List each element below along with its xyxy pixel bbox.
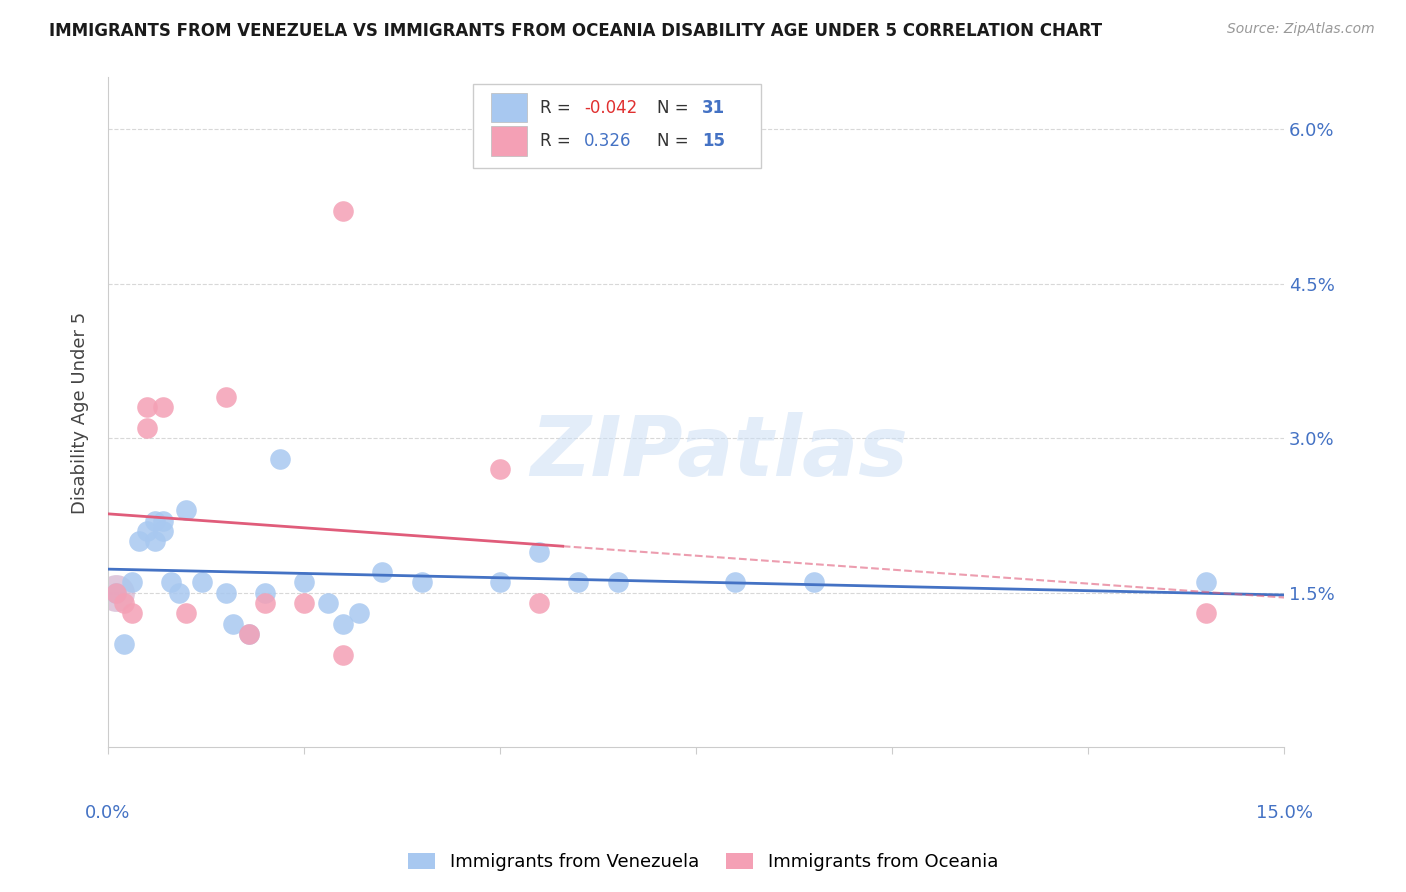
Point [238,627,260,641]
FancyBboxPatch shape [472,84,761,168]
Text: ZIPatlas: ZIPatlas [530,412,908,493]
Point [121,607,143,621]
Point [1194,607,1216,621]
Point [143,514,166,528]
Point [136,401,159,415]
Point [167,586,190,600]
Text: Source: ZipAtlas.com: Source: ZipAtlas.com [1227,22,1375,37]
Point [152,401,174,415]
Point [222,616,245,631]
Point [128,534,150,549]
Point [238,627,260,641]
Point [112,637,135,651]
Point [332,204,354,219]
Point [143,534,166,549]
Point [104,586,127,600]
Text: R =: R = [540,132,575,150]
Point [411,575,433,590]
Point [606,575,628,590]
Text: -0.042: -0.042 [585,99,637,117]
Text: IMMIGRANTS FROM VENEZUELA VS IMMIGRANTS FROM OCEANIA DISABILITY AGE UNDER 5 CORR: IMMIGRANTS FROM VENEZUELA VS IMMIGRANTS … [49,22,1102,40]
Point [191,575,214,590]
Point [104,586,127,600]
Text: R =: R = [540,99,575,117]
Point [292,575,315,590]
Text: 31: 31 [702,99,725,117]
Point [724,575,747,590]
Point [152,524,174,538]
Point [214,390,236,404]
Text: 15.0%: 15.0% [1256,804,1313,822]
Point [176,607,198,621]
Legend: Immigrants from Venezuela, Immigrants from Oceania: Immigrants from Venezuela, Immigrants fr… [401,846,1005,879]
Text: 0.326: 0.326 [585,132,631,150]
Point [1194,575,1216,590]
Point [253,586,276,600]
Point [529,544,551,558]
Text: N =: N = [657,99,695,117]
Point [371,565,394,579]
Point [529,596,551,610]
Point [253,596,276,610]
Point [112,596,135,610]
Point [176,503,198,517]
Text: 0.0%: 0.0% [86,804,131,822]
Point [489,575,512,590]
Point [121,575,143,590]
Point [316,596,339,610]
Y-axis label: Disability Age Under 5: Disability Age Under 5 [72,311,89,514]
Point [136,524,159,538]
Point [152,514,174,528]
Point [104,586,127,600]
Point [292,596,315,610]
Text: 15: 15 [702,132,725,150]
Point [567,575,589,590]
Text: N =: N = [657,132,695,150]
Point [332,648,354,662]
Point [347,607,370,621]
Point [803,575,825,590]
Point [489,462,512,476]
FancyBboxPatch shape [491,127,527,156]
Point [136,421,159,435]
Point [159,575,181,590]
FancyBboxPatch shape [491,93,527,122]
Point [104,586,127,600]
Point [269,451,291,466]
Point [214,586,236,600]
Point [332,616,354,631]
